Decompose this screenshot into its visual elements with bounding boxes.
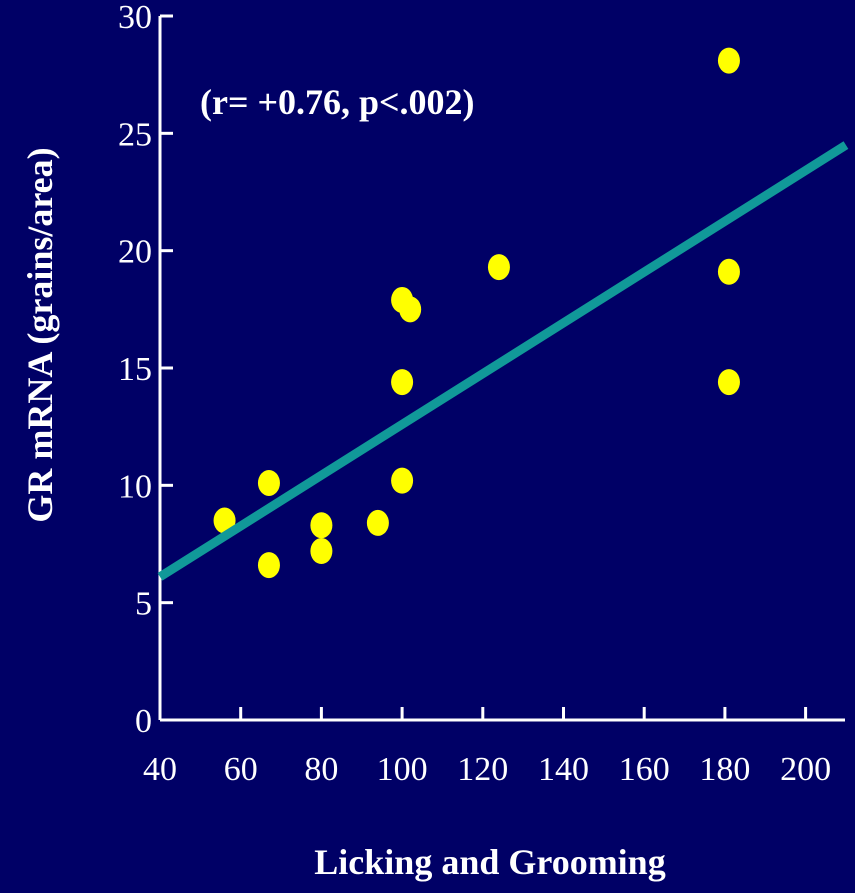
y-ticks: 0 5 10 15 20 25 30 (118, 0, 173, 740)
y-tick-label: 20 (118, 234, 152, 271)
data-point (399, 296, 422, 323)
data-point (366, 509, 389, 536)
x-tick-label: 200 (780, 751, 831, 788)
y-tick-label: 10 (118, 468, 152, 505)
axes: 0 5 10 15 20 25 30 40 60 80 100 120 140 160 180 200 (118, 0, 845, 788)
y-tick-label: 30 (118, 0, 152, 36)
correlation-annotation: (r= +0.76, p<.002) (200, 82, 475, 122)
data-point (310, 538, 333, 565)
data-point (257, 469, 280, 496)
data-point (717, 47, 740, 74)
x-tick-label: 120 (457, 751, 508, 788)
x-tick-label: 140 (538, 751, 589, 788)
x-tick-label: 80 (304, 751, 338, 788)
data-point (391, 369, 414, 396)
data-point (717, 258, 740, 285)
data-point (213, 507, 236, 534)
x-tick-label: 160 (619, 751, 670, 788)
data-point (391, 467, 414, 494)
x-tick-label: 180 (699, 751, 750, 788)
data-point (257, 552, 280, 579)
data-point (717, 369, 740, 396)
y-axis-title: GR mRNA (grains/area) (20, 147, 60, 522)
y-tick-label: 0 (135, 703, 152, 740)
trend-line (157, 141, 849, 581)
x-ticks: 40 60 80 100 120 140 160 180 200 (143, 707, 831, 788)
data-points (213, 47, 740, 579)
x-tick-label: 40 (143, 751, 177, 788)
x-tick-label: 100 (377, 751, 428, 788)
y-tick-label: 5 (135, 586, 152, 623)
data-point (487, 254, 510, 281)
x-tick-label: 60 (224, 751, 258, 788)
x-axis-title: Licking and Grooming (314, 842, 665, 882)
y-tick-label: 25 (118, 116, 152, 153)
y-tick-label: 15 (118, 351, 152, 388)
data-point (310, 512, 333, 539)
